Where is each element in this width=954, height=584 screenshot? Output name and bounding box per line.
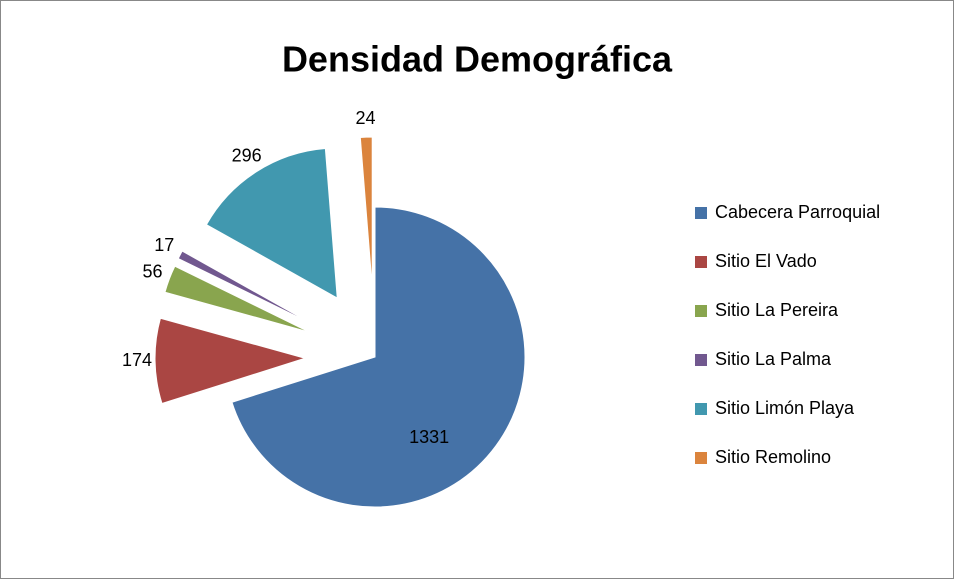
legend-swatch [695,256,707,268]
legend-swatch [695,305,707,317]
legend-swatch [695,452,707,464]
data-label: 56 [142,261,162,281]
data-label: 296 [232,145,262,165]
legend-label: Sitio La Pereira [715,300,839,320]
pie-slice [177,250,314,325]
data-label: 17 [154,235,174,255]
legend-label: Sitio El Vado [715,251,817,271]
legend-label: Sitio Limón Playa [715,398,855,418]
legend-swatch [695,207,707,219]
pie-slice [359,136,373,288]
pie-slice [205,147,338,299]
data-label: 24 [356,108,376,128]
legend-label: Cabecera Parroquial [715,202,880,222]
legend-swatch [695,403,707,415]
data-label: 174 [122,350,152,370]
legend-swatch [695,354,707,366]
pie-slice [154,317,307,405]
chart-title: Densidad Demográfica [282,39,673,80]
legend-label: Sitio La Palma [715,349,832,369]
pie-slice [231,206,526,508]
legend-label: Sitio Remolino [715,447,831,467]
pie-slice [164,265,310,333]
data-label: 1331 [409,427,449,447]
